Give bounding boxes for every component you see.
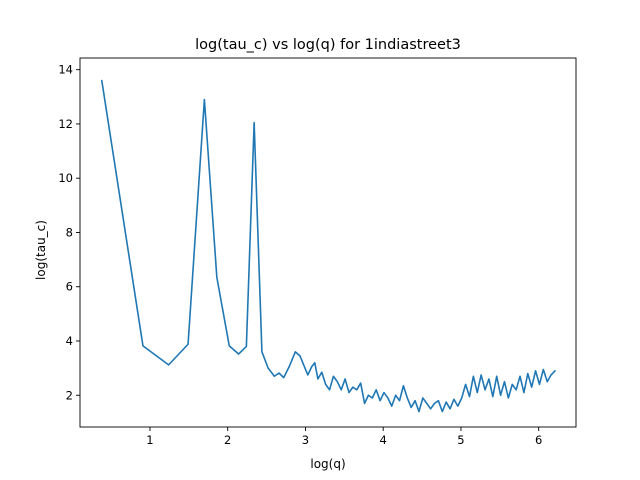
x-tick-label: 1 (146, 433, 153, 447)
y-axis-label: log(tau_c) (34, 220, 48, 280)
y-tick-label: 6 (66, 280, 73, 294)
axes-frame (79, 57, 577, 428)
y-tick-label: 8 (66, 225, 73, 239)
x-tick-label: 5 (457, 433, 464, 447)
y-tick-label: 14 (58, 63, 73, 77)
series-line-0 (100, 79, 556, 413)
plot-area (100, 79, 556, 413)
x-axis-label: log(q) (310, 457, 345, 471)
y-tick-label: 4 (66, 334, 73, 348)
y-tick-label: 2 (66, 388, 73, 402)
chart-title: log(tau_c) vs log(q) for 1indiastreet3 (195, 37, 461, 53)
x-tick-label: 4 (380, 433, 387, 447)
y-tick-label: 12 (58, 117, 73, 131)
y-tick-label: 10 (58, 171, 73, 185)
x-tick-label: 3 (302, 433, 309, 447)
x-tick-label: 2 (224, 433, 231, 447)
x-tick-label: 6 (535, 433, 542, 447)
